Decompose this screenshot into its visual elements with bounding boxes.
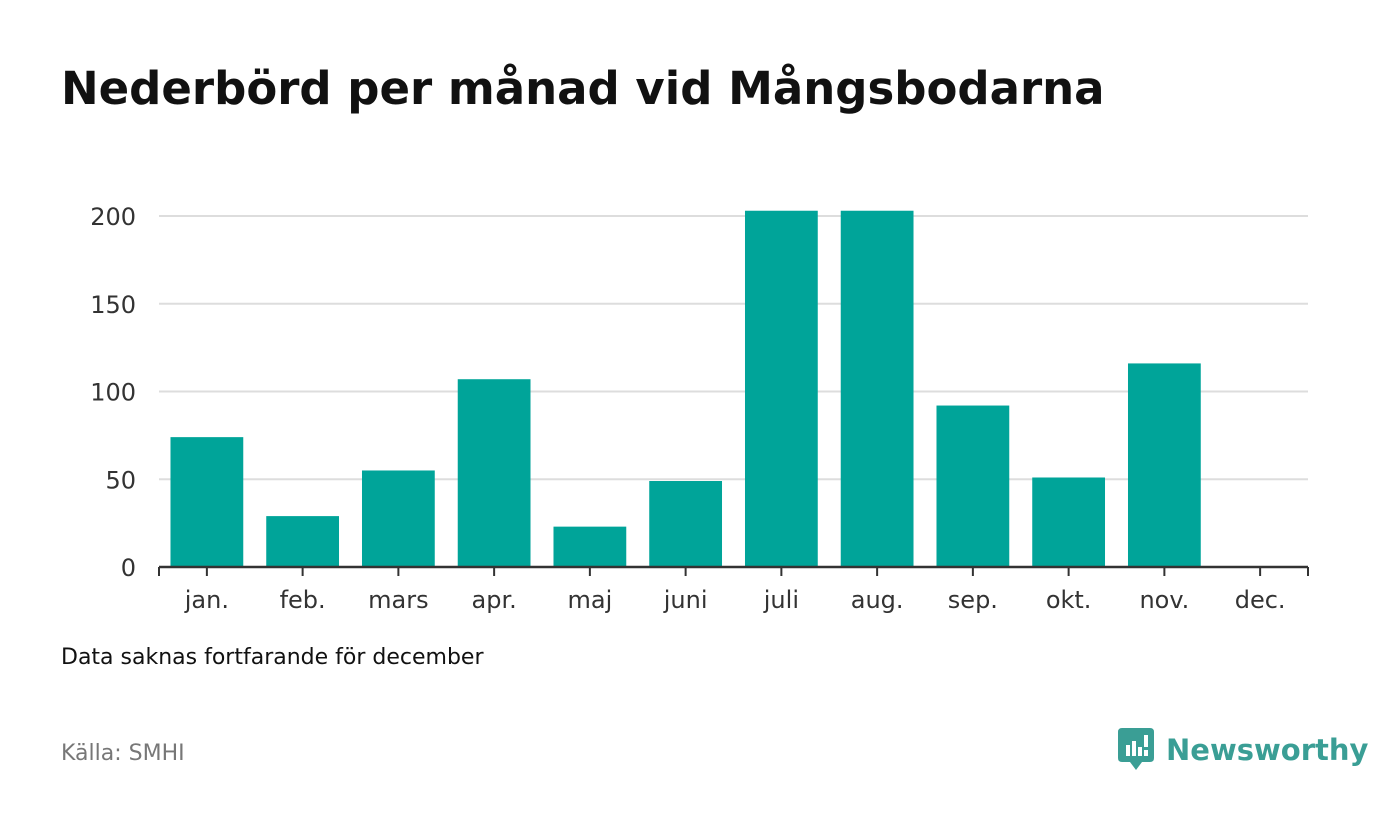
y-tick-label: 100 (90, 379, 136, 407)
x-axis (158, 565, 1309, 576)
chart-speech-bubble-icon (1118, 728, 1154, 770)
x-tick-label: aug. (851, 586, 904, 614)
brand-name: Newsworthy (1166, 733, 1369, 767)
y-tick-label: 50 (105, 466, 136, 494)
grid-lines (159, 215, 1308, 481)
bar (649, 481, 723, 567)
bar (170, 437, 244, 567)
bars (170, 210, 1201, 568)
bar (457, 379, 531, 567)
y-tick-label: 150 (90, 291, 136, 319)
x-tick-label: maj (567, 586, 612, 614)
x-axis-labels: jan. feb. mars apr. maj juni juli aug. sep. okt. n… (184, 586, 1286, 614)
bar (1032, 477, 1106, 567)
chart-title: Nederbörd per månad vid Mångsbodarna (61, 62, 1105, 115)
bar (936, 405, 1010, 567)
bar (266, 516, 340, 567)
y-axis-labels: 0 50 100 150 200 (90, 203, 136, 582)
y-tick-label: 200 (90, 203, 136, 231)
x-tick-label: mars (368, 586, 428, 614)
x-tick-label: juli (763, 586, 799, 614)
x-tick-label: feb. (280, 586, 326, 614)
brand-logo: Newsworthy (1118, 728, 1368, 772)
bar (553, 526, 627, 567)
x-tick-label: juni (663, 586, 708, 614)
bar (1127, 363, 1201, 567)
x-tick-label: okt. (1046, 586, 1092, 614)
x-tick-label: jan. (184, 586, 229, 614)
source-label: Källa: SMHI (61, 741, 185, 766)
y-tick-label: 0 (121, 554, 136, 582)
x-tick-label: sep. (948, 586, 998, 614)
x-tick-label: apr. (472, 586, 517, 614)
bar (840, 210, 914, 568)
bar (361, 470, 435, 567)
x-tick-label: nov. (1139, 586, 1189, 614)
bar (744, 210, 818, 568)
x-tick-label: dec. (1235, 586, 1286, 614)
footnote: Data saknas fortfarande för december (61, 645, 484, 670)
